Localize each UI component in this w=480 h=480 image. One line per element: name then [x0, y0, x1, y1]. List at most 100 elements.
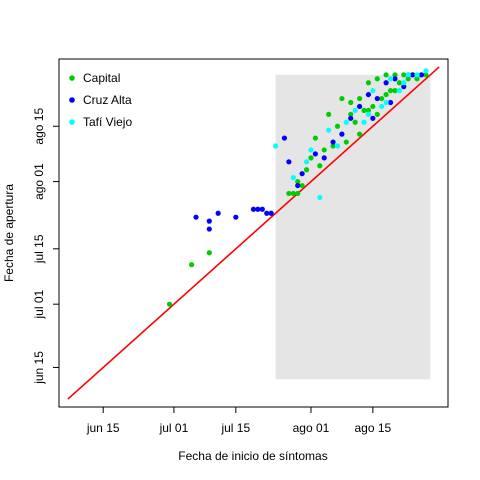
- data-point: [308, 155, 314, 161]
- data-point: [401, 84, 407, 90]
- data-point: [273, 143, 279, 149]
- data-point: [374, 76, 380, 82]
- data-point: [295, 182, 301, 189]
- legend-marker: [69, 75, 75, 81]
- data-point: [206, 250, 212, 256]
- data-point: [317, 163, 323, 169]
- data-point: [365, 91, 372, 98]
- data-point: [361, 107, 367, 114]
- data-point: [330, 139, 336, 145]
- data-point: [392, 88, 398, 94]
- data-point: [295, 178, 301, 185]
- data-point: [401, 72, 407, 78]
- data-point: [370, 88, 376, 94]
- data-point: [343, 139, 349, 145]
- data-point: [259, 206, 265, 212]
- data-point: [374, 95, 380, 102]
- data-point: [308, 147, 314, 153]
- data-point: [193, 214, 199, 220]
- data-point: [281, 135, 288, 141]
- x-tick-label: ago 15: [355, 421, 392, 435]
- data-point: [290, 190, 296, 197]
- data-point: [166, 301, 173, 307]
- data-point: [312, 151, 318, 157]
- series-0: [166, 72, 429, 307]
- data-point: [410, 72, 416, 78]
- data-point: [286, 159, 292, 165]
- data-point: [365, 80, 372, 86]
- data-point: [299, 182, 305, 189]
- data-point: [405, 72, 411, 78]
- data-point: [321, 147, 327, 153]
- data-point: [414, 76, 420, 82]
- x-tick-label: jun 15: [86, 421, 120, 435]
- data-point: [423, 72, 429, 78]
- data-point: [401, 80, 407, 86]
- y-tick-label: ago 15: [32, 108, 46, 145]
- data-point: [290, 175, 296, 181]
- data-point: [396, 88, 402, 94]
- data-point: [361, 119, 367, 125]
- data-point: [352, 119, 358, 125]
- data-point: [387, 99, 394, 106]
- legend: Capital Cruz Alta Tafí Viejo: [69, 71, 132, 129]
- data-point: [379, 95, 385, 102]
- data-point: [356, 95, 363, 102]
- data-point: [317, 194, 323, 201]
- data-point: [321, 155, 327, 161]
- legend-marker: [69, 119, 75, 125]
- data-point: [206, 218, 212, 224]
- data-point: [343, 119, 349, 125]
- data-point: [334, 123, 341, 129]
- data-point: [396, 80, 402, 86]
- data-point: [365, 107, 372, 114]
- data-point: [392, 72, 398, 78]
- data-point: [348, 99, 354, 106]
- data-point: [339, 95, 345, 102]
- data-point: [255, 206, 261, 212]
- data-point: [370, 103, 376, 110]
- legend-label: Cruz Alta: [83, 93, 132, 107]
- data-point: [418, 72, 425, 78]
- data-point: [414, 72, 420, 78]
- data-point: [365, 111, 372, 117]
- data-point: [295, 190, 301, 197]
- data-point: [392, 76, 398, 82]
- y-tick-label: ago 01: [32, 163, 46, 200]
- x-axis-label: Fecha de inicio de síntomas: [178, 449, 327, 463]
- data-point: [312, 135, 318, 141]
- data-point: [348, 115, 354, 121]
- data-point: [334, 143, 341, 149]
- plot-frame: [58, 58, 449, 408]
- data-point: [383, 99, 389, 106]
- y-tick-label: jun 15: [32, 351, 46, 385]
- data-point: [206, 226, 212, 232]
- data-point: [250, 206, 257, 212]
- data-point: [387, 76, 394, 82]
- data-point: [423, 68, 429, 74]
- shaded-region: [275, 74, 431, 380]
- data-point: [348, 111, 354, 117]
- data-point: [405, 76, 411, 82]
- data-point: [383, 91, 389, 98]
- data-point: [387, 88, 394, 94]
- data-point: [383, 80, 389, 86]
- legend-marker: [69, 97, 75, 103]
- x-tick-label: jul 01: [159, 421, 189, 435]
- data-point: [268, 210, 274, 216]
- series-2: [273, 68, 429, 201]
- legend-label: Capital: [83, 71, 120, 85]
- data-point: [352, 107, 358, 114]
- data-point: [326, 111, 332, 117]
- data-point: [374, 111, 380, 117]
- data-point: [215, 210, 221, 216]
- x-tick-label: jul 15: [220, 421, 250, 435]
- data-point: [303, 167, 310, 173]
- data-point: [356, 103, 363, 110]
- data-point: [356, 131, 363, 137]
- y-axis-label: Fecha de apertura: [2, 184, 16, 282]
- data-point: [383, 72, 389, 78]
- data-point: [339, 131, 345, 137]
- data-point: [326, 127, 332, 133]
